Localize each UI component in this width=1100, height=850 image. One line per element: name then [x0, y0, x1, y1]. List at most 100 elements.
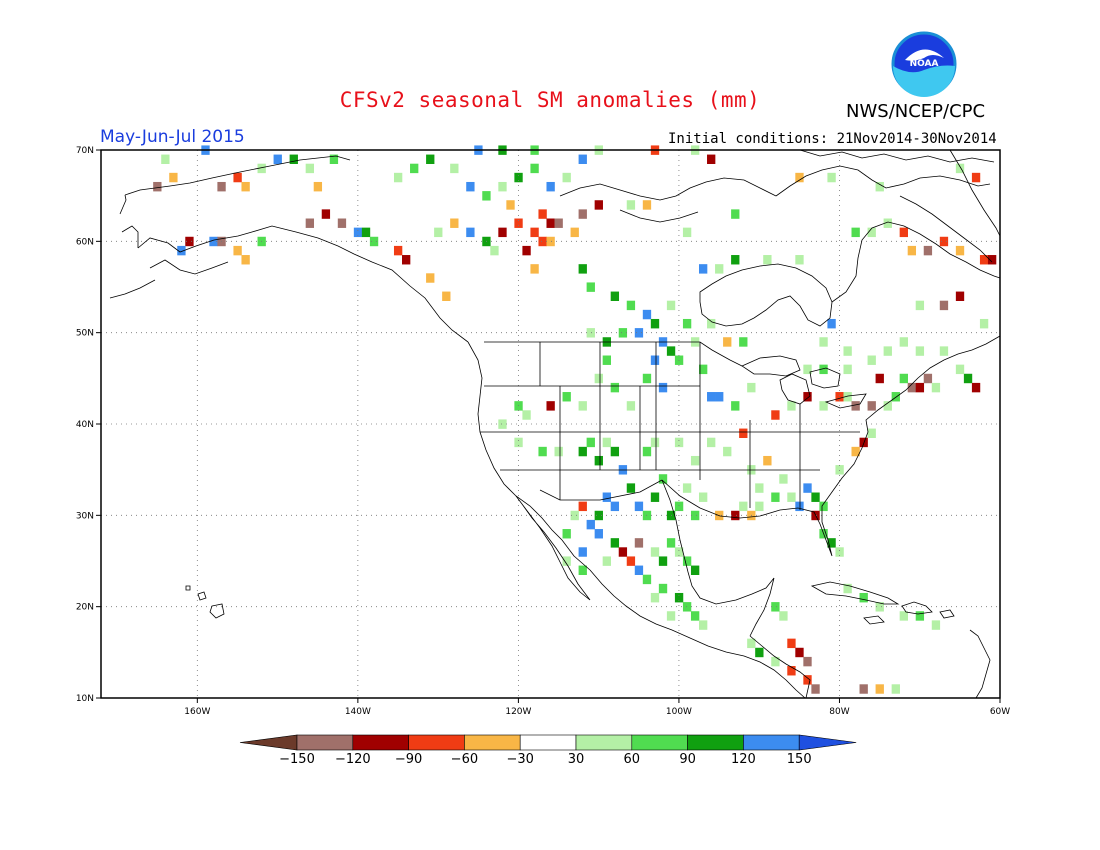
- anomaly-cell: [739, 428, 748, 438]
- anomaly-cell: [771, 656, 780, 667]
- anomaly-cell: [642, 446, 652, 457]
- anomaly-cell: [835, 392, 844, 402]
- anomaly-cell: [578, 209, 587, 219]
- anomaly-cell: [554, 218, 563, 228]
- anomaly-cell: [819, 401, 828, 411]
- noaa-logo: [891, 31, 957, 97]
- anomaly-cell: [787, 666, 796, 676]
- anomaly-cell: [803, 483, 812, 493]
- anomaly-cell: [570, 227, 579, 238]
- anomaly-cell: [731, 209, 740, 219]
- anomaly-cell: [530, 264, 539, 274]
- anomaly-cell: [666, 346, 676, 356]
- anomaly-cell: [803, 364, 812, 375]
- anomaly-cell: [610, 538, 620, 548]
- anomaly-cell: [634, 565, 644, 575]
- anomaly-cell: [594, 200, 603, 210]
- anomaly-cell: [859, 684, 868, 694]
- anomaly-cell: [241, 255, 250, 265]
- anomaly-cell: [739, 337, 748, 347]
- map-grid: [101, 150, 1000, 698]
- anomaly-cell: [562, 529, 571, 539]
- anomaly-cell: [867, 355, 876, 365]
- anomaly-cell: [586, 519, 595, 530]
- anomaly-cell: [522, 410, 531, 420]
- anomaly-cell: [153, 181, 162, 192]
- anomaly-cell: [562, 556, 571, 566]
- colorbar-swatch: [296, 734, 354, 751]
- anomaly-cell: [747, 638, 756, 649]
- anomaly-cell: [731, 401, 740, 411]
- anomaly-cell: [843, 392, 852, 402]
- colorbar-swatch: [352, 734, 409, 751]
- anomaly-cell: [434, 227, 443, 238]
- lat-tick-label: 10N: [76, 694, 94, 704]
- anomaly-cell: [682, 483, 692, 493]
- anomaly-cell: [393, 245, 403, 256]
- anomaly-cell: [490, 245, 499, 256]
- anomaly-cell: [811, 492, 820, 502]
- lat-tick-label: 50N: [76, 329, 94, 339]
- anomaly-cell: [618, 328, 628, 338]
- axis-labels: 70N 60N 50N 40N 30N 20N 10N 160W 140W 120W 100W 80W…: [76, 146, 1010, 717]
- lat-tick-label: 60N: [76, 237, 94, 247]
- anomaly-cell: [843, 364, 852, 375]
- anomaly-cell: [337, 218, 347, 228]
- anomaly-cell: [682, 227, 692, 238]
- anomaly-cell: [426, 273, 435, 283]
- anomaly-cell: [899, 337, 908, 347]
- anomaly-cell: [698, 364, 708, 375]
- anomaly-cell: [923, 373, 933, 384]
- anomaly-cell: [450, 218, 459, 228]
- anomaly-cell: [466, 227, 475, 238]
- lon-tick-label: 120W: [505, 707, 531, 717]
- colorbar-label: 120: [731, 752, 756, 767]
- anomaly-cell: [578, 154, 587, 164]
- anomaly-cell: [506, 200, 515, 210]
- anomaly-cell: [610, 291, 620, 301]
- anomaly-cell: [185, 236, 194, 247]
- anomaly-cell: [522, 245, 531, 256]
- anomaly-cell: [658, 474, 668, 484]
- anomaly-cell: [578, 565, 587, 575]
- anomaly-cell: [650, 355, 660, 365]
- anomaly-cell: [747, 382, 756, 393]
- colorbar-label: −60: [451, 752, 478, 767]
- anomaly-cell: [867, 227, 876, 238]
- anomaly-cell: [393, 172, 403, 183]
- anomaly-cell: [827, 318, 836, 329]
- anomaly-cell: [707, 318, 716, 329]
- anomaly-cell: [538, 446, 547, 457]
- anomaly-cell: [827, 538, 836, 548]
- anomaly-cell: [690, 565, 700, 575]
- anomaly-cell: [666, 300, 676, 311]
- anomaly-cell: [442, 291, 451, 301]
- anomaly-cell: [546, 401, 555, 411]
- anomaly-cell: [650, 437, 660, 448]
- anomaly-cell: [698, 620, 708, 630]
- anomaly-cell: [578, 264, 587, 274]
- anomaly-cell: [819, 501, 828, 512]
- anomaly-cell: [658, 382, 668, 393]
- anomaly-cell: [827, 172, 836, 183]
- anomaly-cell: [610, 382, 620, 393]
- anomaly-cell: [466, 181, 475, 192]
- anomaly-cell: [498, 419, 507, 429]
- anomaly-cell: [570, 510, 579, 521]
- anomaly-cell: [626, 300, 636, 311]
- anomaly-cell: [562, 392, 571, 402]
- anomaly-cell: [883, 218, 892, 228]
- anomaly-cell: [867, 401, 876, 411]
- anomaly-cell: [731, 255, 740, 265]
- anomaly-cell: [257, 163, 266, 174]
- anomaly-cell: [634, 538, 644, 548]
- anomaly-cell: [233, 245, 242, 256]
- lat-tick-label: 30N: [76, 511, 94, 521]
- anomaly-cell: [554, 446, 563, 457]
- colorbar-swatch: [631, 734, 688, 751]
- anomaly-cell: [787, 401, 796, 411]
- anomaly-cell: [899, 373, 908, 384]
- anomaly-cell: [851, 227, 860, 238]
- anomaly-cell: [546, 236, 555, 247]
- anomaly-cell: [658, 556, 668, 566]
